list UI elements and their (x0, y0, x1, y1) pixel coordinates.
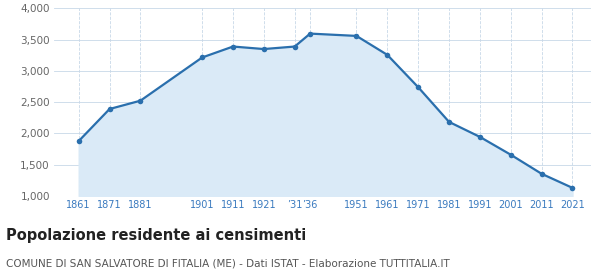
Text: COMUNE DI SAN SALVATORE DI FITALIA (ME) - Dati ISTAT - Elaborazione TUTTITALIA.I: COMUNE DI SAN SALVATORE DI FITALIA (ME) … (6, 259, 450, 269)
Point (259, 47, 269, 51)
Point (506, 153, 515, 157)
Point (74, 139, 83, 143)
Point (475, 135, 485, 139)
Point (383, 53, 392, 57)
Point (105, 107, 115, 111)
Point (305, 31, 315, 36)
Text: Popolazione residente ai censimenti: Popolazione residente ai censimenti (6, 228, 306, 243)
Point (228, 44, 238, 49)
Point (136, 99, 145, 103)
Point (444, 120, 454, 124)
Point (197, 55, 207, 60)
Point (568, 186, 577, 190)
Point (537, 172, 547, 176)
Point (290, 44, 299, 49)
Point (352, 34, 361, 38)
Point (413, 85, 423, 89)
